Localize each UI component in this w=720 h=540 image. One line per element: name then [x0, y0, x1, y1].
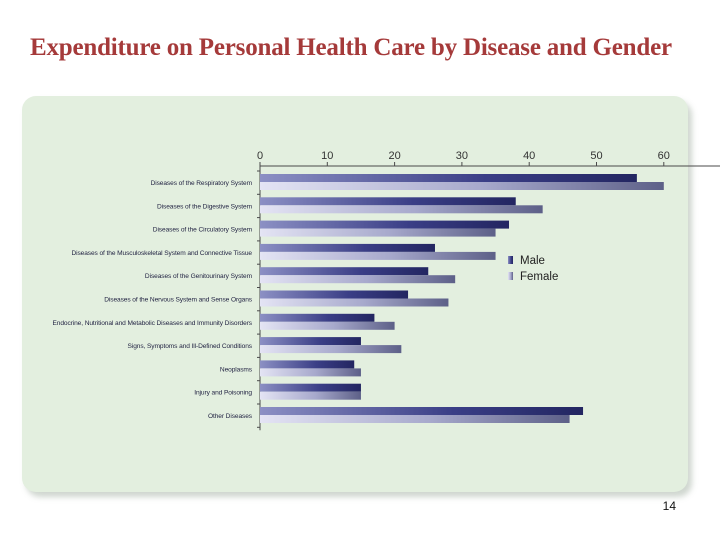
bar-female — [260, 345, 402, 354]
category-label: Diseases of the Circulatory System — [153, 227, 253, 234]
bar-female — [260, 205, 543, 214]
category-label: Injury and Poisoning — [194, 390, 252, 397]
category-label: Diseases of the Genitourinary System — [145, 273, 253, 280]
category-label: Diseases of the Nervous System and Sense… — [104, 297, 253, 304]
bar-female — [260, 251, 496, 260]
bar-female — [260, 228, 496, 237]
bar-female — [260, 368, 361, 377]
bar-male — [260, 337, 361, 346]
category-label: Diseases of the Musculoskeletal System a… — [71, 250, 252, 257]
bar-male — [260, 360, 355, 369]
x-tick-label: 50 — [590, 150, 602, 162]
bar-female — [260, 415, 570, 423]
x-tick-label: 10 — [321, 150, 333, 162]
page-number: 14 — [662, 499, 676, 513]
bar-female — [260, 321, 395, 330]
bar-male — [260, 243, 435, 252]
category-label: Diseases of the Digestive System — [157, 203, 253, 210]
legend-swatch-female — [508, 272, 513, 280]
legend-label-female: Female — [520, 271, 558, 283]
x-tick-label: 60 — [658, 150, 670, 162]
category-label: Signs, Symptoms and Ill-Defined Conditio… — [128, 343, 253, 350]
bar-male — [260, 407, 584, 415]
bar-male — [260, 313, 375, 322]
category-label: Neoplasms — [220, 366, 253, 373]
bar-female — [260, 298, 449, 307]
bar-female — [260, 182, 664, 190]
legend-label-male: Male — [520, 255, 545, 267]
x-tick-label: 30 — [456, 150, 468, 162]
bar-male — [260, 220, 510, 229]
x-tick-label: 0 — [257, 150, 263, 162]
bar-female — [260, 391, 361, 400]
bar-female — [260, 275, 456, 284]
bar-male — [260, 197, 516, 206]
bar-male — [260, 174, 637, 182]
bar-male — [260, 383, 361, 392]
category-label: Other Diseases — [208, 413, 253, 420]
bar-male — [260, 267, 429, 276]
slide-title: Expenditure on Personal Health Care by D… — [30, 34, 672, 61]
bar-male — [260, 290, 409, 299]
x-tick-label: 40 — [523, 150, 535, 162]
category-label: Diseases of the Respiratory System — [151, 180, 253, 187]
legend-swatch-male — [508, 256, 513, 264]
x-tick-label: 20 — [388, 150, 400, 162]
category-label: Endocrine, Nutritional and Metabolic Dis… — [52, 320, 252, 327]
